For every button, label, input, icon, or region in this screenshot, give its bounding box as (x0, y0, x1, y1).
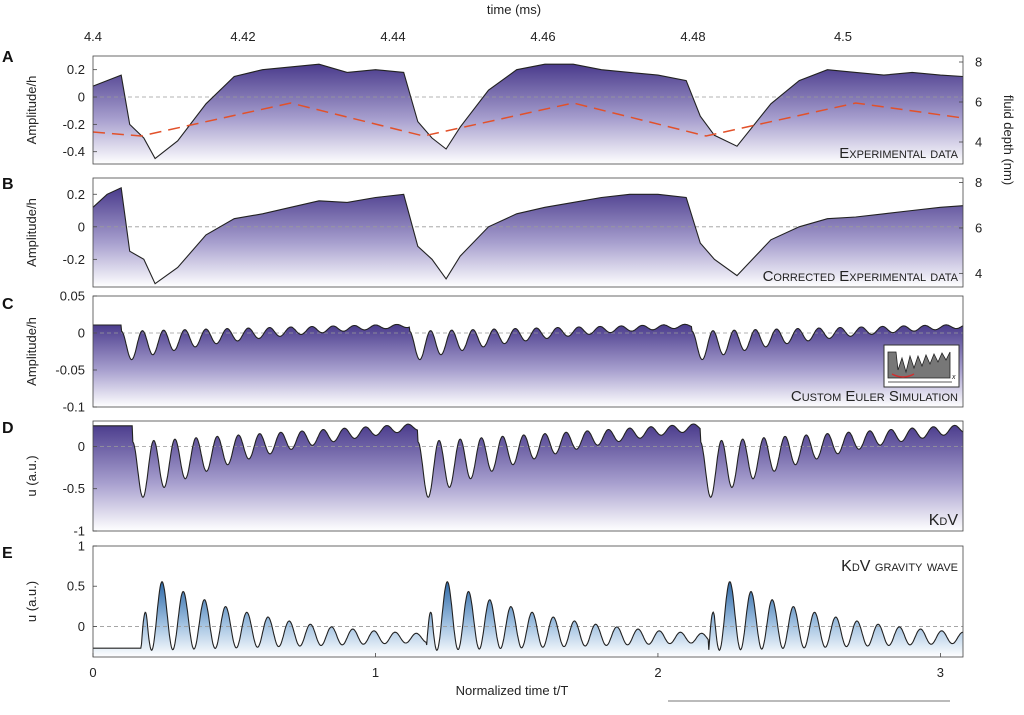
right-tick-label: 6 (975, 220, 982, 235)
y-axis-label: Amplitude/h (24, 317, 39, 386)
y-tick-label: 0 (78, 619, 85, 634)
y-tick-label: -1 (73, 524, 85, 539)
top-tick-label: 4.42 (230, 29, 255, 44)
y-tick-label: 0.5 (67, 579, 85, 594)
panel-letter-c: C (2, 296, 14, 313)
series-area (93, 324, 963, 407)
right-axis-label: fluid depth (nm) (1001, 95, 1016, 185)
y-tick-label: -0.5 (63, 481, 85, 496)
x-tick-label: 3 (937, 665, 944, 680)
right-tick-label: 4 (975, 266, 982, 281)
top-tick-label: 4.44 (380, 29, 405, 44)
right-tick-label: 8 (975, 55, 982, 70)
top-tick-label: 4.5 (834, 29, 852, 44)
panel-letters: A B C D E (2, 49, 14, 562)
top-axis-label: time (ms) (487, 2, 541, 17)
panel-frame (92, 420, 964, 532)
panel-frame (92, 177, 964, 288)
y-axis-label: Amplitude/h (24, 76, 39, 145)
y-tick-label: 0.2 (67, 62, 85, 77)
y-tick-label: 1 (78, 539, 85, 554)
inset-schematic: x (883, 344, 960, 388)
y-tick-label: -0.1 (63, 400, 85, 415)
panel-letter-e: E (2, 545, 13, 562)
panel-caption: Custom Euler Simulation (791, 388, 958, 405)
series-line (93, 423, 964, 499)
y-tick-label: 0 (78, 439, 85, 454)
series-line (92, 63, 964, 160)
y-tick-label: 0.05 (60, 289, 85, 304)
top-tick-label: 4.46 (530, 29, 555, 44)
panel-frame (92, 295, 964, 408)
panel-letter-d: D (2, 420, 14, 437)
panel-caption: KdV gravity wave (841, 558, 958, 575)
series-area (93, 581, 963, 657)
series-line (93, 323, 964, 361)
panel-caption: Corrected Experimental data (763, 268, 959, 285)
bottom-axis-label: Normalized time t/T (456, 683, 569, 698)
panel-frame (92, 545, 964, 658)
panel-e: 1 0.5 0 u (a.u.) 0 1 2 3 KdV gravity wave (24, 539, 964, 680)
series-area (93, 64, 963, 164)
y-axis-label: Amplitude/h (24, 198, 39, 267)
panel-b: 0.2 0 -0.2 Amplitude/h 8 6 4 Corrected Experime… (24, 175, 982, 288)
top-tick-label: 4.4 (84, 29, 102, 44)
y-tick-label: -0.2 (63, 252, 85, 267)
y-tick-label: -0.2 (63, 117, 85, 132)
panel-frame (92, 55, 964, 165)
panel-letter-a: A (2, 49, 14, 66)
y-tick-label: 0 (78, 326, 85, 341)
series-area (93, 424, 963, 531)
panel-c: 0.05 0 -0.05 -0.1 Amplitude/h Custom Euler Si… (24, 289, 964, 415)
panel-caption: KdV (929, 512, 959, 529)
panel-letter-b: B (2, 176, 14, 193)
inset-x-label: x (951, 374, 956, 381)
panel-a: 0.2 0 -0.2 -0.4 Amplitude/h 8 6 4 Experimental d… (24, 55, 982, 165)
series-area (93, 187, 963, 287)
top-axis-ticks: 4.4 4.42 4.44 4.46 4.48 4.5 (84, 29, 852, 44)
right-tick-label: 6 (975, 95, 982, 110)
x-tick-label: 1 (372, 665, 379, 680)
y-axis-label: u (a.u.) (24, 455, 39, 496)
series-line (92, 186, 964, 285)
x-tick-label: 2 (654, 665, 661, 680)
right-tick-label: 4 (975, 135, 982, 150)
x-tick-label: 0 (89, 665, 96, 680)
y-axis-label: u (a.u.) (24, 581, 39, 622)
panel-d: 0 -0.5 -1 u (a.u.) KdV (24, 420, 964, 539)
y-tick-label: 0 (78, 219, 85, 234)
top-tick-label: 4.48 (680, 29, 705, 44)
y-tick-label: 0 (78, 90, 85, 105)
series-line (93, 580, 964, 652)
y-tick-label: -0.05 (55, 363, 85, 378)
right-tick-label: 8 (975, 175, 982, 190)
y-tick-label: -0.4 (63, 144, 85, 159)
y-tick-label: 0.2 (67, 187, 85, 202)
panel-caption: Experimental data (839, 145, 958, 162)
